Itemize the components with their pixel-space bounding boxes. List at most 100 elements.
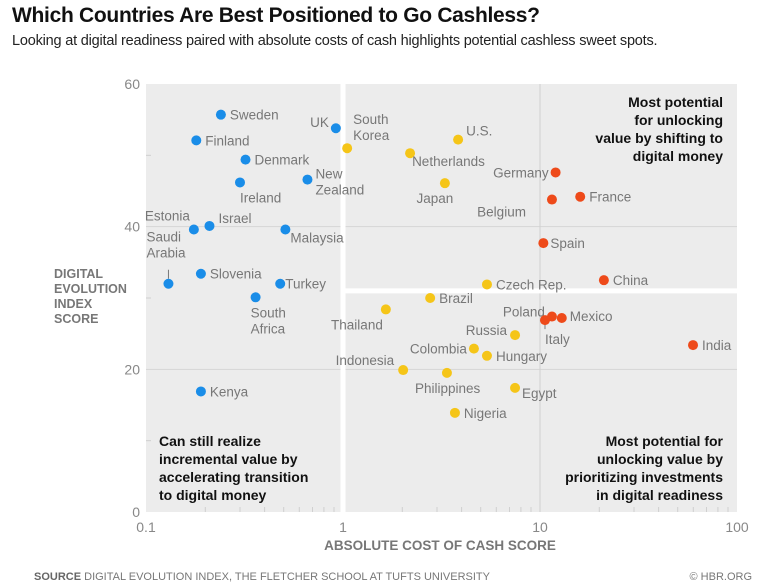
country-label: Arabia: [146, 246, 186, 261]
country-label: Israel: [218, 211, 251, 226]
data-point-yellow: [439, 178, 450, 189]
y-axis-label-line: EVOLUTION: [54, 282, 127, 296]
data-point-blue: [250, 292, 261, 303]
quadrant-label-bottom-left: Can still realize: [159, 433, 261, 449]
data-point-blue: [302, 174, 313, 185]
data-point-yellow: [342, 143, 353, 154]
data-point-blue: [215, 109, 226, 120]
country-label: Thailand: [331, 317, 383, 332]
country-label: Poland: [503, 305, 545, 320]
data-point-blue: [191, 135, 202, 146]
data-point-yellow: [481, 279, 492, 290]
country-label: U.S.: [466, 124, 492, 139]
country-label: Korea: [353, 128, 390, 143]
country-label: Egypt: [522, 386, 557, 401]
data-point-blue: [188, 224, 199, 235]
country-label: Japan: [416, 191, 453, 206]
data-point-red: [575, 191, 586, 202]
country-label: China: [613, 273, 649, 288]
quadrant-label-bottom-right: prioritizing investments: [565, 469, 723, 485]
country-label: India: [702, 338, 732, 353]
country-label: Saudi: [146, 230, 181, 245]
data-point-red: [550, 167, 561, 178]
data-point-blue: [195, 386, 206, 397]
data-point-red: [556, 312, 567, 323]
country-label: Netherlands: [412, 154, 485, 169]
data-point-red: [539, 315, 550, 326]
quadrant-label-bottom-right: unlocking value by: [597, 451, 723, 467]
country-label: Zealand: [315, 183, 364, 198]
country-label: Spain: [550, 236, 585, 251]
country-label: Russia: [466, 323, 508, 338]
source-label: SOURCE: [34, 571, 82, 583]
data-point-red: [546, 194, 557, 205]
chart-title: Which Countries Are Best Positioned to G…: [12, 4, 540, 27]
data-point-yellow: [468, 343, 479, 354]
x-tick-label: 0.1: [136, 519, 156, 535]
country-label: Philippines: [415, 381, 481, 396]
data-point-yellow: [453, 134, 464, 145]
data-point-blue: [234, 177, 245, 188]
data-point-yellow: [481, 350, 492, 361]
quadrant-label-bottom-right: in digital readiness: [596, 487, 723, 503]
country-label: Belgium: [477, 205, 526, 220]
country-label: Estonia: [145, 209, 191, 224]
source-text: DIGITAL EVOLUTION INDEX, THE FLETCHER SC…: [84, 571, 490, 583]
data-point-blue: [163, 278, 174, 289]
data-point-yellow: [510, 382, 521, 393]
data-point-yellow: [405, 148, 416, 159]
country-label: Indonesia: [336, 353, 395, 368]
country-label: Denmark: [255, 153, 310, 168]
y-tick-label: 60: [124, 76, 140, 92]
data-point-red: [538, 238, 549, 249]
data-point-yellow: [425, 293, 436, 303]
data-point-yellow: [510, 330, 521, 341]
chart-subtitle: Looking at digital readiness paired with…: [12, 33, 658, 49]
source-note: SOURCE DIGITAL EVOLUTION INDEX, THE FLET…: [34, 571, 490, 583]
data-point-blue: [280, 224, 291, 235]
quadrant-label-bottom-left: to digital money: [159, 487, 267, 503]
quadrant-label-bottom-left: accelerating transition: [159, 469, 308, 485]
country-label: Brazil: [439, 291, 473, 306]
quadrant-label-top-right: for unlocking: [634, 112, 723, 128]
data-point-blue: [195, 268, 206, 279]
y-tick-label: 20: [124, 361, 140, 377]
x-axis-label: ABSOLUTE COST OF CASH SCORE: [324, 538, 556, 553]
y-axis-label-line: DIGITAL: [54, 267, 104, 281]
data-point-blue: [204, 220, 215, 231]
data-point-blue: [330, 123, 341, 134]
y-axis-label: DIGITAL EVOLUTION INDEX SCORE: [54, 267, 134, 327]
x-tick-label: 100: [725, 519, 749, 535]
y-tick-label: 0: [132, 504, 140, 520]
country-label: Malaysia: [290, 231, 344, 246]
country-label: UK: [310, 115, 329, 130]
country-label: Colombia: [410, 342, 468, 357]
quadrant-label-bottom-right: Most potential for: [606, 433, 724, 449]
country-label: Africa: [251, 321, 286, 336]
data-point-red: [598, 275, 609, 286]
quadrant-label-top-right: digital money: [633, 148, 723, 164]
data-point-blue: [240, 154, 251, 165]
country-label: Kenya: [210, 384, 249, 399]
country-label: New: [315, 167, 342, 182]
country-label: Nigeria: [464, 406, 507, 421]
data-point-blue: [275, 278, 286, 289]
country-label: France: [589, 190, 631, 205]
country-label: Hungary: [496, 349, 547, 364]
country-label: Slovenia: [210, 267, 262, 282]
country-label: Czech Rep.: [496, 277, 567, 292]
quadrant-label-bottom-left: incremental value by: [159, 451, 298, 467]
country-label: Finland: [205, 133, 249, 148]
y-axis-label-line: SCORE: [54, 312, 99, 326]
data-point-yellow: [398, 365, 409, 376]
data-point-red: [688, 340, 699, 351]
x-tick-label: 1: [339, 519, 347, 535]
country-label: Italy: [545, 332, 570, 347]
credit: © HBR.ORG: [689, 571, 753, 583]
y-axis-label-line: INDEX: [54, 297, 93, 311]
quadrant-label-top-right: value by shifting to: [595, 130, 723, 146]
country-label: Turkey: [285, 277, 326, 292]
data-point-yellow: [380, 304, 391, 315]
country-label: South: [251, 305, 286, 320]
